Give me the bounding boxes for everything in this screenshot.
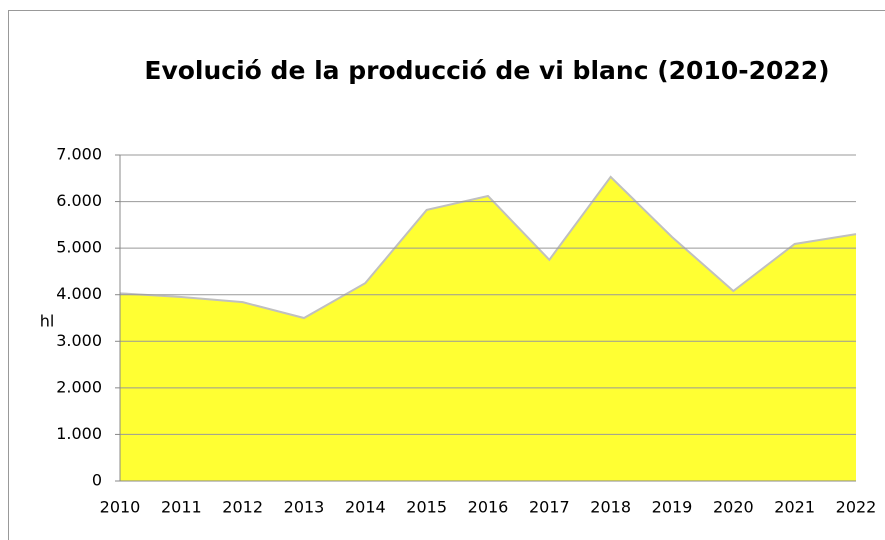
y-tick-label: 0: [92, 471, 102, 490]
x-tick-label: 2018: [590, 498, 631, 517]
x-tick-label: 2019: [652, 498, 693, 517]
y-tick-label: 2.000: [56, 377, 102, 396]
x-tick-label: 2015: [406, 498, 447, 517]
area: [120, 176, 856, 482]
x-tick-label: 2010: [100, 498, 141, 517]
x-tick-label: 2011: [161, 498, 202, 517]
x-tick-label: 2021: [774, 498, 815, 517]
x-tick-label: 2020: [713, 498, 754, 517]
x-tick-label: 2012: [222, 498, 263, 517]
area-line: [119, 175, 857, 320]
x-tick-label: 2016: [468, 498, 509, 517]
y-tick-label: 3.000: [56, 331, 102, 350]
y-tick-label: 4.000: [56, 284, 102, 303]
x-tick-label: 2014: [345, 498, 386, 517]
chart-frame: [8, 10, 885, 540]
y-axis-label: hl: [40, 312, 55, 331]
y-tick-label: 6.000: [56, 191, 102, 210]
y-tick-label: 5.000: [56, 238, 102, 257]
chart-title: Evolució de la producció de vi blanc (20…: [144, 56, 829, 85]
x-tick-label: 2013: [284, 498, 325, 517]
x-tick-label: 2022: [836, 498, 877, 517]
y-tick-label: 1.000: [56, 424, 102, 443]
y-tick-label: 7.000: [56, 145, 102, 164]
x-tick-label: 2017: [529, 498, 570, 517]
